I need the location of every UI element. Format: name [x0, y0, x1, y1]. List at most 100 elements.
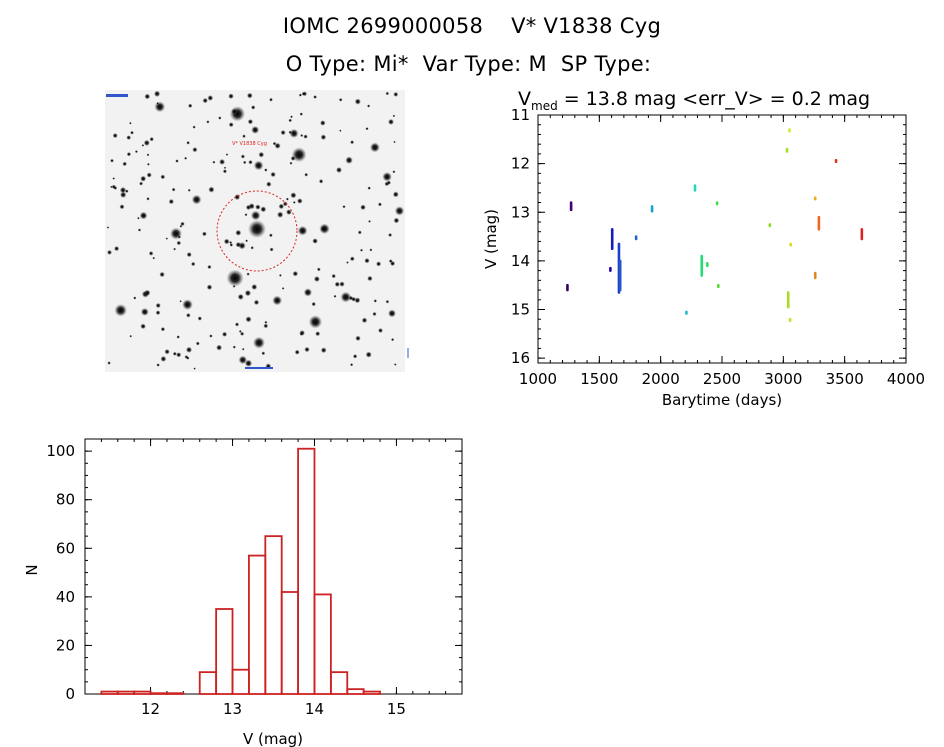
title-line-1: IOMC 2699000058 V* V1838 Cyg	[0, 14, 944, 38]
star	[390, 260, 396, 267]
star	[229, 241, 233, 244]
star	[385, 299, 390, 304]
star	[294, 349, 300, 355]
hist-bar	[166, 692, 185, 695]
star	[207, 95, 214, 101]
star	[368, 220, 371, 223]
star	[354, 98, 361, 105]
star	[320, 134, 327, 140]
star	[272, 295, 283, 306]
star	[308, 315, 323, 329]
star	[393, 91, 399, 97]
star	[391, 338, 395, 342]
star	[320, 120, 326, 126]
star	[225, 153, 229, 156]
star	[365, 127, 369, 131]
star	[228, 122, 234, 128]
star	[388, 118, 394, 125]
star	[179, 224, 183, 228]
star	[176, 240, 182, 246]
star	[238, 330, 242, 333]
star	[129, 334, 132, 338]
star	[301, 91, 306, 96]
star	[191, 194, 202, 205]
star	[129, 121, 132, 125]
star	[186, 252, 192, 258]
star	[334, 281, 340, 287]
star	[228, 93, 234, 99]
lc-x-tick-label: 3000	[764, 370, 802, 388]
star	[299, 332, 303, 336]
star	[206, 120, 210, 124]
lc-x-tick-label: 1000	[519, 370, 557, 388]
hist-x-tick-label: 13	[223, 700, 242, 718]
star	[146, 153, 150, 157]
hist-y-tick-label: 100	[46, 442, 75, 460]
star	[119, 186, 127, 194]
star	[243, 160, 247, 165]
star	[298, 93, 302, 97]
star	[231, 108, 238, 115]
star	[369, 248, 373, 252]
star	[238, 355, 248, 365]
star	[137, 216, 140, 220]
star	[219, 158, 226, 165]
lc-series	[566, 128, 864, 323]
star	[360, 204, 366, 211]
lc-y-tick-label: 14	[511, 252, 530, 270]
lc-title-subscript: med	[531, 99, 558, 113]
finder-corner-mark	[106, 94, 128, 97]
star	[339, 129, 342, 132]
star	[393, 217, 400, 224]
star	[367, 275, 373, 282]
star	[159, 271, 165, 278]
star	[244, 289, 252, 297]
lc-frame	[537, 114, 907, 364]
hist-bar	[362, 690, 381, 695]
star	[258, 151, 265, 158]
hist-y-tick-label: 40	[56, 588, 75, 606]
lc-y-tick-label: 16	[511, 349, 530, 367]
star	[282, 201, 288, 207]
lc-y-tick-label: 15	[511, 301, 530, 319]
star	[216, 344, 223, 351]
star	[319, 223, 330, 235]
star	[280, 130, 286, 136]
star	[360, 248, 363, 252]
star	[152, 256, 155, 260]
star	[206, 284, 213, 290]
star	[313, 276, 320, 282]
star	[304, 346, 310, 353]
star	[248, 203, 255, 210]
hist-y-tick-label: 0	[65, 685, 75, 703]
hist-y-tick-label: 80	[56, 491, 75, 509]
star	[316, 267, 321, 272]
star	[143, 139, 150, 146]
lc-y-tick-label: 12	[511, 155, 530, 173]
star	[133, 296, 137, 300]
lc-title: Vmed = 13.8 mag <err_V> = 0.2 mag	[518, 88, 870, 113]
star	[290, 115, 293, 119]
star	[376, 261, 382, 267]
star	[378, 328, 383, 333]
star	[235, 241, 242, 248]
star	[394, 206, 405, 216]
star	[195, 341, 200, 346]
star	[260, 206, 267, 213]
hist-bar	[231, 668, 250, 695]
star	[290, 192, 297, 199]
star	[303, 134, 308, 139]
star	[367, 186, 371, 190]
hist-y-axis-label: N	[23, 564, 41, 575]
lc-y-tick-label: 13	[511, 203, 530, 221]
star	[241, 347, 245, 351]
star	[202, 231, 207, 237]
star	[297, 198, 303, 204]
star	[242, 134, 246, 138]
star	[235, 229, 242, 236]
star	[111, 184, 116, 189]
hist-x-tick-label: 12	[141, 700, 160, 718]
star	[297, 225, 308, 236]
star	[281, 287, 285, 290]
star	[352, 354, 358, 359]
